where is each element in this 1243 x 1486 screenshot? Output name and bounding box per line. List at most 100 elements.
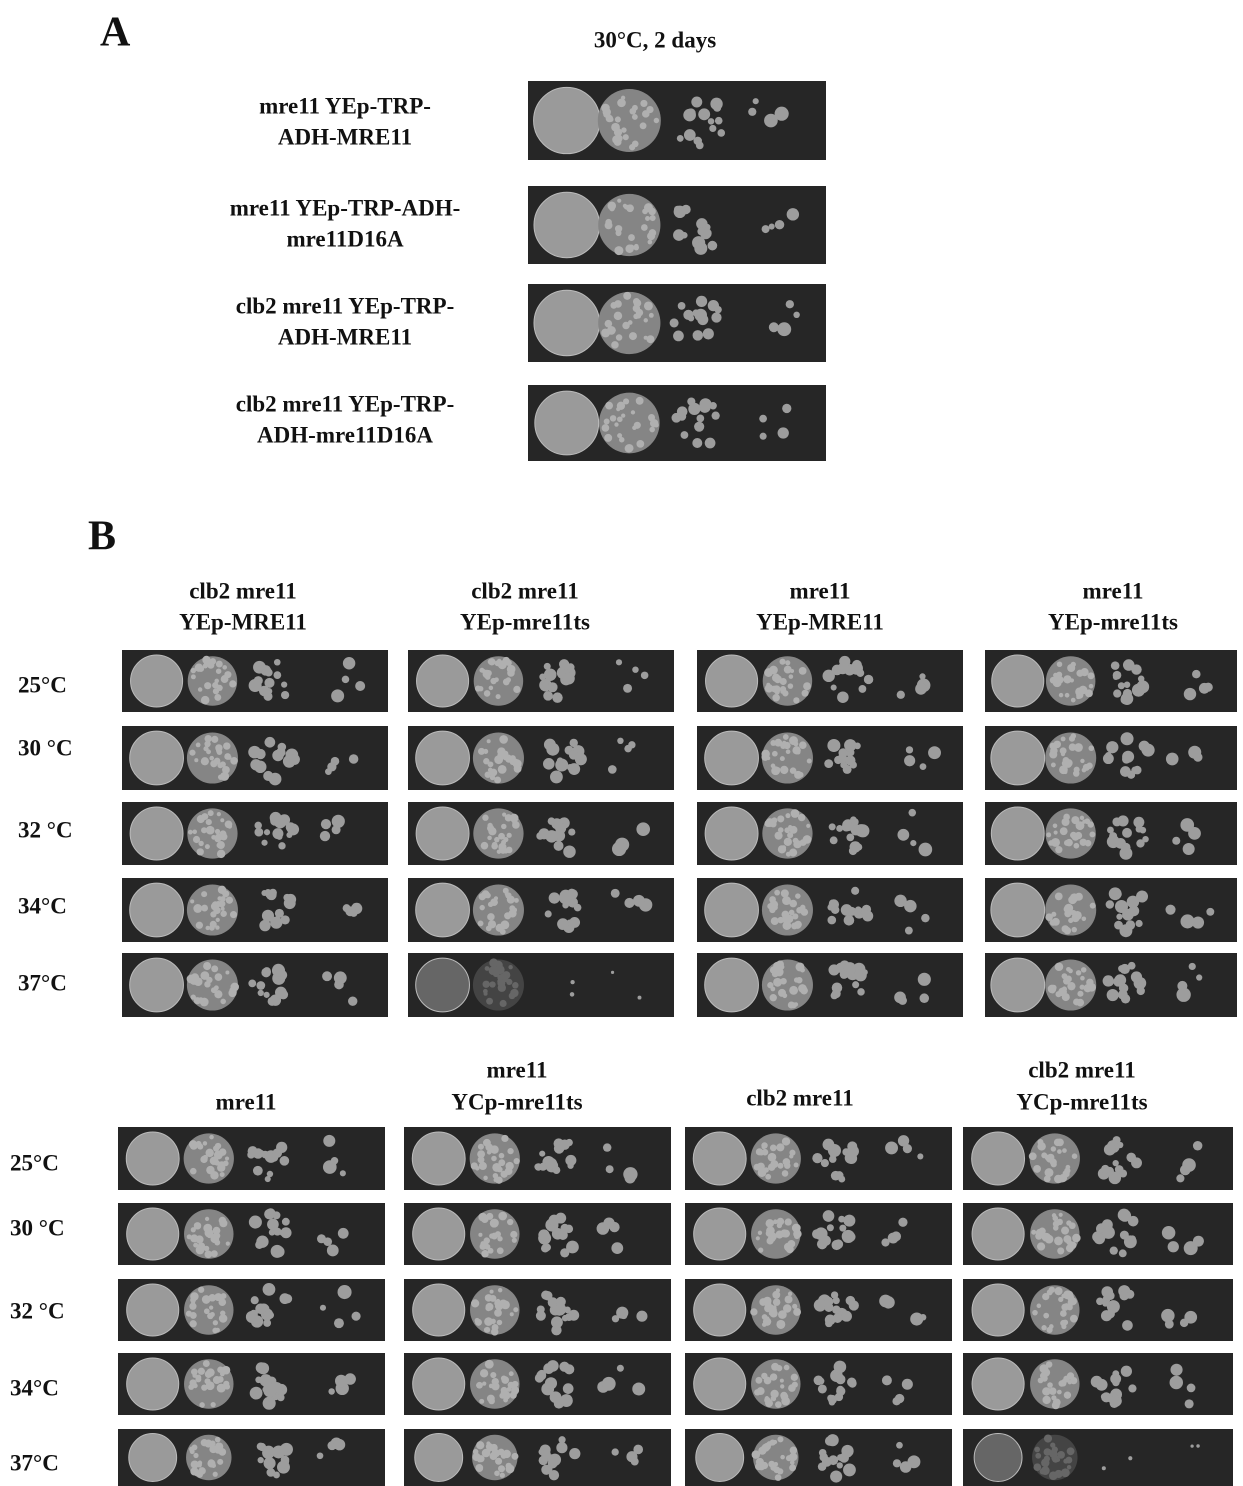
colony <box>1121 732 1134 745</box>
colony <box>1196 1444 1199 1447</box>
colony-spot <box>415 1434 463 1482</box>
colony <box>554 841 564 851</box>
colony <box>831 1171 841 1181</box>
colony <box>712 412 720 420</box>
colony <box>1115 900 1128 913</box>
colony <box>256 1362 267 1373</box>
colony <box>1061 736 1066 741</box>
colony <box>1064 1392 1071 1399</box>
colony <box>1120 847 1133 860</box>
colony <box>1048 985 1057 994</box>
colony <box>338 1228 349 1239</box>
colony <box>794 1233 800 1239</box>
colony <box>211 736 218 743</box>
colony <box>281 1227 292 1238</box>
colony-spot <box>705 883 759 937</box>
colony <box>263 1397 276 1410</box>
colony <box>338 1285 352 1299</box>
colony <box>803 682 811 690</box>
colony <box>206 1368 214 1376</box>
colony <box>859 685 867 693</box>
colony <box>783 734 789 740</box>
colony <box>621 413 625 417</box>
colony <box>189 1447 194 1452</box>
colony <box>759 1150 764 1155</box>
colony <box>1119 1249 1127 1257</box>
colony <box>777 1468 783 1474</box>
colony <box>483 989 488 994</box>
colony <box>862 969 868 975</box>
colony <box>248 746 261 759</box>
colony <box>1070 678 1074 682</box>
colony <box>322 971 332 981</box>
colony <box>862 911 873 922</box>
colony <box>220 910 227 917</box>
colony <box>812 1153 822 1163</box>
colony <box>761 753 769 761</box>
colony <box>489 981 495 987</box>
label: mre11 <box>216 1089 277 1114</box>
colony <box>611 889 620 898</box>
colony <box>612 1448 619 1455</box>
colony <box>265 669 273 677</box>
colony <box>196 742 201 747</box>
colony <box>1118 1209 1131 1222</box>
colony <box>204 735 211 742</box>
colony <box>837 691 849 703</box>
colony <box>1045 1168 1054 1177</box>
label: clb2 mre11 <box>1028 1057 1136 1082</box>
colony <box>896 1442 903 1449</box>
colony <box>758 1231 762 1235</box>
colony <box>711 312 721 322</box>
colony <box>773 978 782 987</box>
colony <box>1061 1227 1069 1235</box>
colony <box>1107 989 1119 1001</box>
colony <box>604 419 610 425</box>
colony <box>597 1222 610 1235</box>
colony <box>213 1376 221 1384</box>
colony-spot <box>992 655 1044 707</box>
colony <box>908 809 916 817</box>
colony <box>514 765 522 773</box>
colony <box>210 1440 216 1446</box>
colony <box>632 426 636 430</box>
colony <box>677 406 688 417</box>
colony <box>1047 1289 1053 1295</box>
colony <box>602 424 610 432</box>
colony <box>536 1371 546 1381</box>
colony <box>503 679 510 686</box>
colony-spot <box>416 883 470 937</box>
colony <box>505 1167 513 1175</box>
colony <box>496 965 505 974</box>
colony <box>226 897 233 904</box>
colony <box>482 890 490 898</box>
colony <box>219 1148 226 1155</box>
colony <box>1048 1156 1053 1161</box>
colony <box>1070 893 1079 902</box>
colony <box>248 1146 258 1156</box>
colony <box>504 849 509 854</box>
colony <box>511 1453 518 1460</box>
colony-spot <box>706 655 758 707</box>
colony <box>696 296 707 307</box>
colony <box>649 313 654 318</box>
colony <box>897 829 909 841</box>
colony <box>217 812 221 816</box>
colony <box>1070 1315 1078 1323</box>
colony <box>276 1142 287 1153</box>
colony <box>792 1224 801 1233</box>
colony <box>486 1446 492 1452</box>
colony <box>216 918 220 922</box>
colony <box>907 1455 920 1468</box>
colony <box>483 1251 488 1256</box>
colony <box>537 1306 545 1314</box>
colony <box>910 840 916 846</box>
colony <box>784 838 792 846</box>
colony <box>1106 900 1114 908</box>
colony <box>846 1232 856 1242</box>
colony <box>1051 838 1060 847</box>
label: ADH-MRE11 <box>278 124 412 149</box>
colony <box>488 827 496 835</box>
colony <box>843 1215 855 1227</box>
colony-spot <box>130 958 184 1012</box>
